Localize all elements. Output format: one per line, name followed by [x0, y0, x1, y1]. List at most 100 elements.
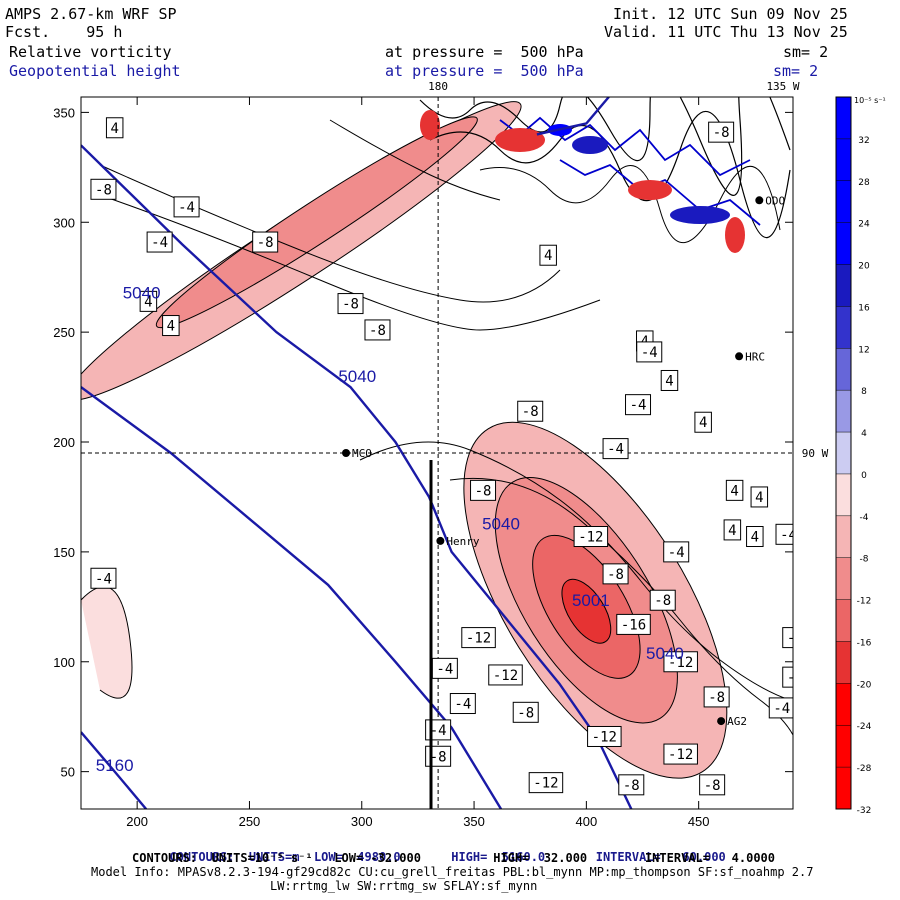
- height-label: 5160: [96, 756, 134, 775]
- svg-text:-8: -8: [95, 182, 112, 198]
- field2-level: at pressure = 500 hPa: [385, 62, 584, 80]
- field1-name: Relative vorticity: [9, 43, 172, 61]
- colorbar-label: -12: [857, 597, 872, 607]
- x-tick-label: 350: [463, 814, 485, 829]
- svg-text:-12: -12: [668, 747, 693, 763]
- contour-label: -8: [618, 774, 645, 796]
- contour-label: 4: [694, 411, 712, 433]
- station-odo: ODO: [755, 194, 785, 207]
- svg-text:-4: -4: [178, 200, 195, 216]
- colorbar-swatch: [836, 599, 851, 642]
- contour-label: -4: [173, 196, 200, 218]
- contour-label: -4: [775, 523, 793, 545]
- svg-text:-12: -12: [533, 776, 558, 792]
- svg-text:-12: -12: [493, 668, 518, 684]
- svg-text:MCO: MCO: [352, 447, 372, 460]
- colorbar-swatch: [836, 767, 851, 809]
- svg-text:HRC: HRC: [745, 350, 765, 363]
- colorbar-swatch: [836, 473, 851, 516]
- contour-label: -4: [431, 657, 458, 679]
- contour-label: -4: [449, 693, 476, 715]
- svg-text:4: 4: [755, 490, 763, 506]
- height-contour-range: CONTOURS: UNITS=m LOW= 4980.0: [169, 850, 401, 864]
- svg-text:-4: -4: [787, 631, 804, 647]
- colorbar-swatch: [836, 222, 851, 265]
- colorbar-label: 4: [861, 429, 867, 439]
- contour-label: -8: [364, 319, 391, 341]
- colorbar-swatch: [836, 683, 851, 726]
- y-tick-label: 300: [53, 215, 75, 230]
- height-contour-5040: [81, 144, 633, 809]
- svg-text:-8: -8: [517, 705, 534, 721]
- contour-label: 4: [750, 486, 769, 508]
- svg-text:-8: -8: [342, 297, 359, 313]
- contour-label: -8: [517, 400, 544, 422]
- station-mco: MCO: [342, 447, 372, 460]
- svg-text:4: 4: [699, 415, 707, 431]
- station-henry: Henry: [436, 535, 480, 548]
- svg-text:-12: -12: [592, 729, 617, 745]
- svg-text:4: 4: [544, 248, 552, 264]
- colorbar-swatch: [836, 306, 851, 349]
- y-tick-label: 250: [53, 325, 75, 340]
- svg-text:-8: -8: [430, 749, 447, 765]
- contour-label: -4: [90, 567, 117, 589]
- svg-text:-4: -4: [454, 697, 471, 713]
- height-contour-info: CONTOURS: UNITS=m LOW= 4980.0 HIGH= 5160…: [155, 838, 726, 864]
- y-tick-label: 200: [53, 435, 75, 450]
- contour-label: -4: [602, 438, 629, 460]
- height-contour-interval: INTERVAL= 60.000: [595, 850, 726, 864]
- svg-text:-4: -4: [773, 701, 790, 717]
- contour-label: -12: [663, 651, 698, 673]
- colorbar-label: 16: [858, 303, 870, 313]
- contour-label: -16: [616, 613, 651, 635]
- contour-label: -12: [461, 627, 496, 649]
- plot-frame: [80, 96, 794, 810]
- contour-label: -8: [252, 231, 279, 253]
- colorbar-swatch: [836, 180, 851, 223]
- contour-label: 4: [660, 369, 679, 391]
- vorticity-region: [155, 116, 478, 329]
- colorbar-swatch: [836, 138, 851, 181]
- colorbar-swatch: [836, 515, 851, 558]
- svg-text:-16: -16: [798, 191, 823, 207]
- svg-text:-8: -8: [713, 125, 730, 141]
- x-tick-label: 250: [239, 814, 261, 829]
- x-tick-label: 450: [688, 814, 710, 829]
- contour-label: -8: [703, 686, 730, 708]
- colorbar-label: 8: [861, 387, 867, 397]
- contour-label: -12: [663, 743, 698, 765]
- colorbar-swatch: [836, 641, 851, 684]
- colorbar-label: 0: [861, 471, 867, 481]
- svg-text:-4: -4: [95, 571, 112, 587]
- colorbar-label: -16: [857, 638, 872, 648]
- height-contour-high: HIGH= 5160.0: [451, 850, 546, 864]
- init-time: Init. 12 UTC Sun 09 Nov 25: [613, 5, 848, 23]
- svg-text:-12: -12: [466, 631, 491, 647]
- svg-text:4: 4: [167, 319, 175, 335]
- y-tick-label: 350: [53, 105, 75, 120]
- model-physics-info: LW:rrtmg_lw SW:rrtmg_sw SFLAY:sf_mynn: [270, 879, 538, 893]
- contour-label: -4: [768, 697, 793, 719]
- colorbar-swatch: [836, 432, 851, 474]
- contour-label: -8: [90, 178, 117, 200]
- svg-text:-8: -8: [607, 567, 624, 583]
- svg-text:Henry: Henry: [446, 535, 479, 548]
- colorbar-cap-top: [836, 97, 851, 139]
- svg-text:-8: -8: [623, 778, 640, 794]
- contour-label: -8: [699, 774, 726, 796]
- y-tick-label: 150: [53, 545, 75, 560]
- colorbar-label: -20: [857, 680, 872, 690]
- svg-text:-12: -12: [578, 530, 603, 546]
- height-contour-5040: [536, 97, 610, 136]
- svg-text:-8: -8: [522, 404, 539, 420]
- colorbar-label: 12: [858, 345, 869, 355]
- height-contour-5100: [81, 386, 503, 809]
- contour-label: 4: [725, 479, 744, 501]
- contour-label: 4: [139, 290, 158, 312]
- field1-smooth: sm= 2: [783, 43, 829, 61]
- svg-text:-8: -8: [708, 690, 725, 706]
- svg-text:-8: -8: [257, 235, 274, 251]
- contour-label: -4: [782, 627, 804, 649]
